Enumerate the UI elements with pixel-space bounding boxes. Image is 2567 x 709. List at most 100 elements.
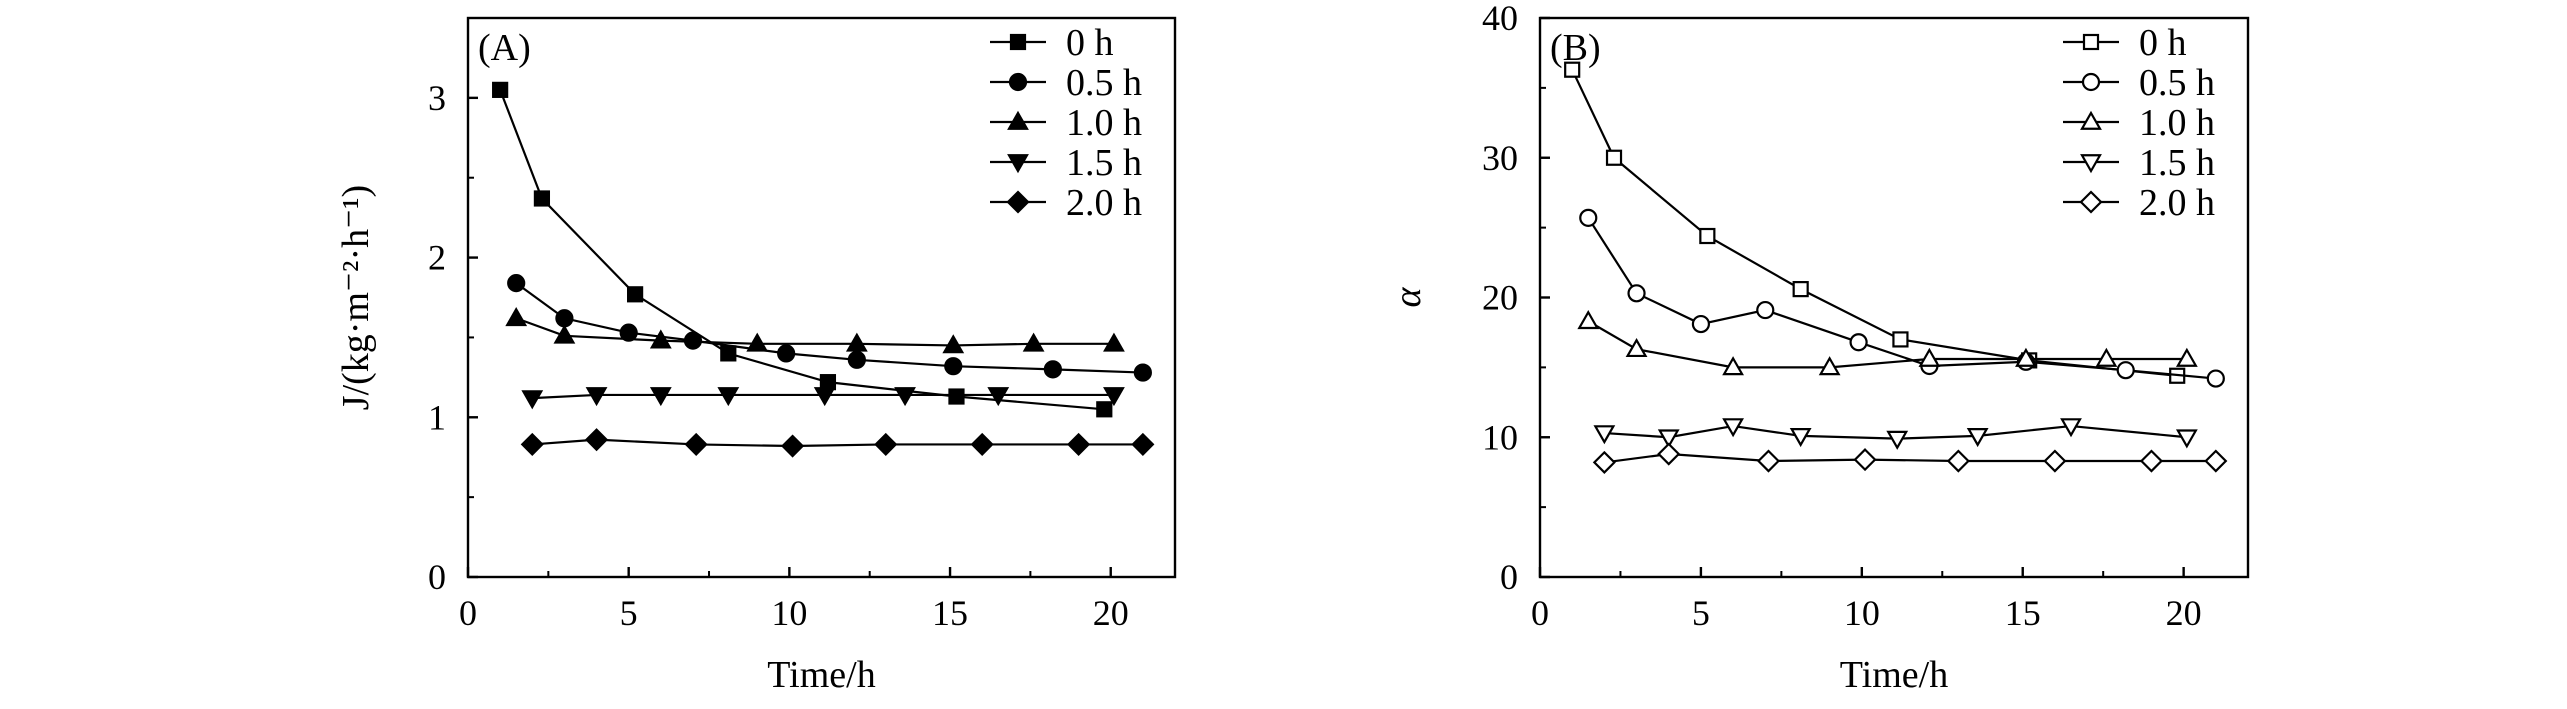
x-tick-label: 0 [1531, 593, 1549, 633]
legend-label: 0 h [1066, 22, 1114, 64]
series-line-1 [515, 282, 1143, 374]
data-point-series-4 [520, 432, 544, 456]
data-point-series-2 [1577, 310, 1600, 330]
legend-marker [2082, 33, 2100, 51]
data-point-series-3 [1886, 430, 1909, 450]
data-point-series-4 [874, 432, 898, 456]
series-line-3 [1604, 424, 2187, 440]
series-line-0 [1571, 69, 2178, 377]
series-line-2 [1587, 320, 2187, 369]
series-line-1 [1587, 217, 2216, 380]
data-point-series-1 [1756, 300, 1775, 320]
data-point-series-2 [2095, 347, 2118, 367]
y-tick-label: 40 [1482, 0, 1518, 38]
legend-label: 2.0 h [1066, 182, 1142, 224]
data-point-series-1 [1691, 314, 1711, 334]
legend-label: 0 h [2139, 22, 2187, 64]
data-point-series-3 [1593, 425, 1616, 445]
y-tick-label: 1 [428, 397, 446, 437]
data-point-series-4 [1657, 442, 1681, 466]
data-point-series-1 [1627, 284, 1646, 303]
x-tick-label: 10 [771, 593, 807, 633]
data-point-series-0 [1892, 331, 1909, 348]
data-point-series-3 [1103, 387, 1125, 407]
data-point-series-1 [1579, 208, 1598, 227]
data-point-series-4 [1946, 449, 1970, 473]
data-point-series-2 [1022, 332, 1045, 352]
data-point-series-4 [970, 432, 994, 456]
y-tick-label: 30 [1482, 138, 1518, 178]
data-point-series-0 [720, 345, 737, 362]
series-line-4 [532, 438, 1143, 448]
plot-frame [466, 16, 1177, 579]
data-point-series-0 [1096, 401, 1113, 418]
data-point-series-1 [555, 309, 574, 328]
legend-label: 2.0 h [2139, 182, 2215, 224]
data-point-series-2 [2175, 347, 2198, 367]
data-point-series-1 [847, 350, 866, 369]
data-point-series-3 [521, 390, 544, 410]
data-point-series-3 [1722, 418, 1744, 438]
data-point-series-4 [584, 428, 609, 452]
data-point-series-4 [1756, 449, 1781, 473]
y-tick-label: 3 [428, 78, 446, 118]
x-tick-label: 20 [2166, 593, 2202, 633]
data-point-series-2 [505, 307, 528, 327]
data-point-series-0 [948, 388, 965, 405]
legend-label: 0.5 h [1066, 62, 1142, 104]
legend-marker [2081, 72, 2101, 92]
data-point-series-0 [1605, 149, 1623, 166]
x-tick-label: 15 [932, 593, 968, 633]
y-tick-label: 20 [1482, 278, 1518, 318]
series-line-2 [515, 317, 1114, 347]
legend-marker [1006, 190, 1030, 214]
data-point-series-3 [1789, 428, 1812, 448]
data-point-series-1 [619, 323, 638, 342]
data-point-series-4 [1592, 450, 1616, 474]
legend-marker [2080, 110, 2102, 130]
panel-label: (A) [478, 27, 531, 69]
legend-label: 1.0 h [1066, 102, 1142, 144]
y-tick-label: 10 [1482, 417, 1518, 457]
data-point-series-0 [1792, 281, 1809, 298]
data-point-series-0 [819, 374, 837, 391]
y-axis-label: α [1387, 286, 1429, 307]
data-point-series-0 [1699, 227, 1716, 245]
data-point-series-4 [1853, 448, 1877, 472]
x-axis-label: Time/h [1840, 654, 1948, 696]
data-point-series-2 [845, 332, 868, 352]
x-tick-label: 15 [2005, 593, 2041, 633]
data-point-series-1 [1043, 360, 1062, 379]
data-point-series-2 [1103, 332, 1125, 352]
legend-label: 1.0 h [2139, 102, 2215, 144]
series-line-4 [1604, 452, 2216, 464]
legend-label: 1.5 h [1066, 142, 1142, 184]
data-point-series-3 [1657, 429, 1680, 449]
data-point-series-4 [684, 432, 708, 456]
data-point-series-2 [649, 329, 672, 349]
legend-marker [2079, 190, 2103, 214]
data-point-series-2 [1918, 347, 1941, 367]
y-tick-label: 0 [1500, 557, 1518, 597]
data-point-series-2 [553, 324, 576, 344]
data-point-series-4 [2139, 449, 2164, 473]
legend-marker [1009, 33, 1027, 51]
legend-marker [1008, 72, 1028, 92]
data-point-series-1 [1849, 333, 1868, 352]
y-tick-label: 0 [428, 557, 446, 597]
panel-a: 0 5 10 15 20 0 1 2 3 Time/h J/(kg·m⁻²·h⁻¹) (A) 0 h0.… [335, 16, 1177, 696]
data-point-series-2 [746, 332, 769, 352]
data-point-series-1 [2116, 361, 2135, 380]
data-point-series-2 [2015, 347, 2037, 367]
x-tick-label: 20 [1093, 593, 1129, 633]
legend-marker [2080, 154, 2102, 174]
data-point-series-1 [777, 344, 796, 363]
x-tick-label: 5 [620, 593, 638, 633]
data-point-series-3 [1966, 428, 1989, 448]
x-axis-label: Time/h [767, 654, 875, 696]
x-tick-label: 5 [1692, 593, 1710, 633]
data-point-series-2 [1625, 337, 1648, 358]
data-point-series-3 [987, 387, 1010, 407]
